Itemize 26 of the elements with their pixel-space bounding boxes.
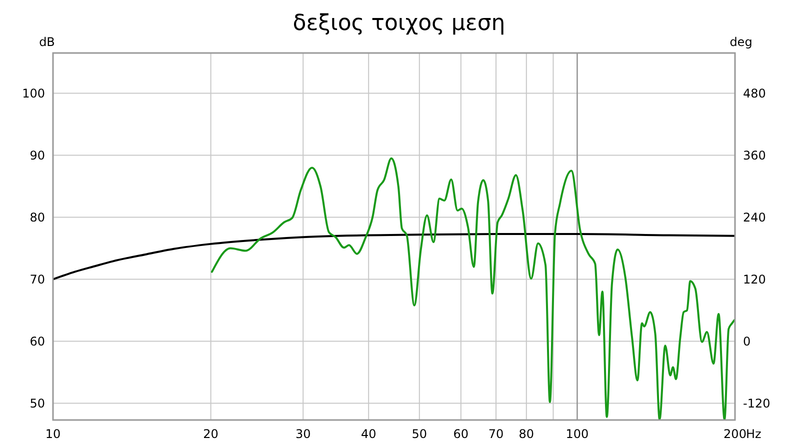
y2-tick-label: 0: [743, 334, 751, 348]
y-tick-label: 100: [22, 86, 45, 100]
y2-tick-label: 480: [743, 86, 766, 100]
x-tick-label: 200: [724, 427, 746, 441]
chart-title: δεξιος τοιχος μεση: [292, 11, 506, 36]
x-tick-label: 60: [453, 427, 469, 441]
y2-tick-label: 360: [743, 148, 766, 162]
y-tick-label: 60: [30, 334, 45, 348]
y2-tick-label: 240: [743, 210, 766, 224]
x-tick-label: 30: [295, 427, 311, 441]
y2-axis-title: deg: [730, 35, 752, 49]
x-tick-label: 50: [412, 427, 428, 441]
x-axis-title: Hz: [746, 427, 762, 441]
y-tick-label: 90: [30, 148, 45, 162]
x-tick-label: 40: [360, 427, 376, 441]
x-tick-label: 20: [203, 427, 218, 441]
y2-tick-label: -120: [743, 396, 770, 410]
y-tick-label: 50: [30, 396, 45, 410]
y-axis-title: dB: [39, 35, 55, 49]
x-tick-label: 10: [45, 427, 61, 441]
y-tick-label: 80: [30, 210, 45, 224]
x-tick-label: 70: [488, 427, 504, 441]
y2-tick-label: 120: [743, 272, 766, 286]
x-tick-label: 80: [518, 427, 534, 441]
x-tick-label: 100: [566, 427, 589, 441]
y-tick-label: 70: [30, 272, 45, 286]
